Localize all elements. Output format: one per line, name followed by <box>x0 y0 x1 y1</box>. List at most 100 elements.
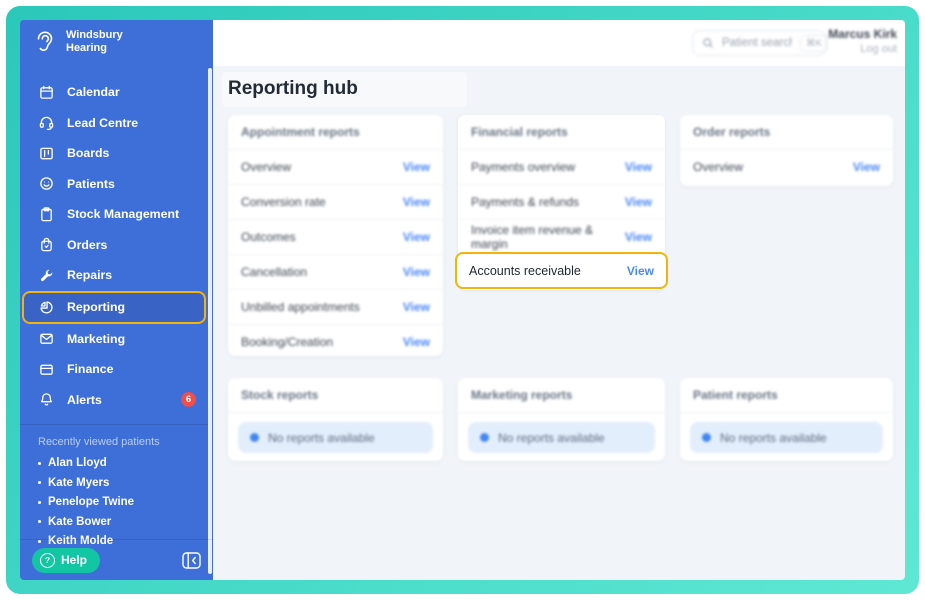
search-icon <box>702 37 714 49</box>
patient-name: Kate Myers <box>48 476 110 489</box>
view-link[interactable]: View <box>626 263 654 278</box>
logout-link[interactable]: Log out <box>860 43 897 55</box>
report-row: Outcomes View <box>228 220 443 255</box>
sidebar-item-orders[interactable]: Orders <box>20 230 208 261</box>
bullet-dot <box>38 481 41 484</box>
sidebar: Windsbury Hearing Calendar Lead Centre <box>20 20 213 580</box>
patient-name: Alan Lloyd <box>48 457 107 469</box>
user-name: Marcus Kirk <box>828 27 897 41</box>
sidebar-scrollbar[interactable] <box>208 68 212 574</box>
sidebar-item-finance[interactable]: Finance <box>20 354 208 385</box>
user-menu: Marcus Kirk Log out <box>828 27 897 55</box>
sidebar-item-reporting[interactable]: Reporting <box>22 290 206 324</box>
alerts-count-badge: 6 <box>181 392 196 408</box>
view-link[interactable]: View <box>402 195 430 209</box>
card-title: Financial reports <box>458 115 665 150</box>
clipboard-icon <box>38 207 54 222</box>
sidebar-item-stock-management[interactable]: Stock Management <box>20 199 208 230</box>
sidebar-item-alerts[interactable]: Alerts 6 <box>20 385 208 416</box>
empty-text: No reports available <box>720 430 827 445</box>
app-window: Windsbury Hearing Calendar Lead Centre <box>20 20 905 580</box>
view-link[interactable]: View <box>624 160 652 174</box>
wrench-icon <box>38 268 54 283</box>
ear-logo-icon <box>32 29 58 55</box>
sidebar-item-label: Stock Management <box>67 207 180 222</box>
info-dot-icon <box>702 433 711 442</box>
report-row: Payments overview View <box>458 150 665 185</box>
report-label: Outcomes <box>241 230 296 244</box>
report-label: Overview <box>241 160 292 174</box>
report-row: Overview View <box>228 150 443 185</box>
recently-viewed-section: Recently viewed patients Alan Lloyd Kate… <box>20 424 208 555</box>
panel-collapse-icon <box>182 551 201 569</box>
report-row: Overview View <box>680 150 893 184</box>
report-row: Payments & refunds View <box>458 185 665 220</box>
credit-card-icon <box>38 362 54 377</box>
stock-reports-card: Stock reports No reports available <box>228 378 443 461</box>
content-area: Reporting hub Appointment reports Overvi… <box>213 66 905 580</box>
card-title: Stock reports <box>228 378 443 413</box>
collapse-sidebar-button[interactable] <box>182 551 201 569</box>
card-title: Order reports <box>680 115 893 150</box>
page-title: Reporting hub <box>228 78 358 99</box>
sidebar-item-marketing[interactable]: Marketing <box>20 324 208 355</box>
sidebar-menu: Calendar Lead Centre Boards <box>20 77 208 415</box>
report-label: Conversion rate <box>241 195 326 209</box>
view-link[interactable]: View <box>402 335 430 349</box>
view-link[interactable]: View <box>402 230 430 244</box>
sidebar-item-label: Boards <box>67 146 110 161</box>
view-link[interactable]: View <box>402 265 430 279</box>
view-link[interactable]: View <box>624 195 652 209</box>
report-label: Unbilled appointments <box>241 300 360 314</box>
patient-name: Kate Bower <box>48 515 112 528</box>
view-link[interactable]: View <box>402 300 430 314</box>
help-button[interactable]: ? Help <box>32 547 101 573</box>
view-link[interactable]: View <box>852 160 880 174</box>
bullet-dot <box>38 500 41 504</box>
sidebar-item-label: Orders <box>67 237 108 252</box>
accounts-receivable-highlighted-row[interactable]: Accounts receivable View <box>455 252 668 289</box>
card-title: Patient reports <box>680 378 893 413</box>
no-reports-pill: No reports available <box>690 422 883 453</box>
sidebar-item-patients[interactable]: Patients <box>20 169 208 200</box>
report-label: Payments & refunds <box>471 195 580 209</box>
question-mark-icon: ? <box>40 552 55 568</box>
recent-patient-link[interactable]: Kate Bower <box>38 516 198 528</box>
marketing-reports-card: Marketing reports No reports available <box>458 378 665 461</box>
info-dot-icon <box>480 433 489 442</box>
help-button-label: Help <box>61 553 88 567</box>
sidebar-item-lead-centre[interactable]: Lead Centre <box>20 108 208 139</box>
calendar-icon <box>38 85 54 100</box>
sidebar-item-label: Finance <box>67 362 114 377</box>
sidebar-item-boards[interactable]: Boards <box>20 138 208 169</box>
view-link[interactable]: View <box>624 230 652 244</box>
order-reports-card: Order reports Overview View <box>680 115 893 186</box>
recent-patient-link[interactable]: Penelope Twine <box>38 496 198 508</box>
report-row: Conversion rate View <box>228 185 443 220</box>
bullet-dot <box>38 461 41 465</box>
sidebar-item-label: Calendar <box>67 85 120 100</box>
recent-patient-link[interactable]: Keith Molde <box>38 535 198 547</box>
recent-patient-link[interactable]: Alan Lloyd <box>38 457 198 469</box>
report-label: Cancellation <box>241 265 308 279</box>
bullet-dot <box>38 539 41 543</box>
report-label: Booking/Creation <box>241 335 334 349</box>
patient-search-input[interactable] <box>720 36 794 50</box>
patient-reports-card: Patient reports No reports available <box>680 378 893 461</box>
recently-viewed-title: Recently viewed patients <box>38 436 160 448</box>
patient-name: Penelope Twine <box>48 496 135 508</box>
sidebar-item-label: Reporting <box>67 300 126 314</box>
recent-patient-link[interactable]: Kate Myers <box>38 477 198 489</box>
no-reports-pill: No reports available <box>468 422 655 453</box>
patient-search-box[interactable]: ⌘K <box>692 30 828 56</box>
card-title: Marketing reports <box>458 378 665 413</box>
sidebar-item-calendar[interactable]: Calendar <box>20 77 208 108</box>
view-link[interactable]: View <box>402 160 430 174</box>
sidebar-item-repairs[interactable]: Repairs <box>20 260 208 291</box>
no-reports-pill: No reports available <box>238 422 433 453</box>
envelope-icon <box>38 331 54 346</box>
app-logo-text: Windsbury Hearing <box>66 29 123 55</box>
report-label: Payments overview <box>471 160 576 174</box>
empty-text: No reports available <box>498 430 605 445</box>
